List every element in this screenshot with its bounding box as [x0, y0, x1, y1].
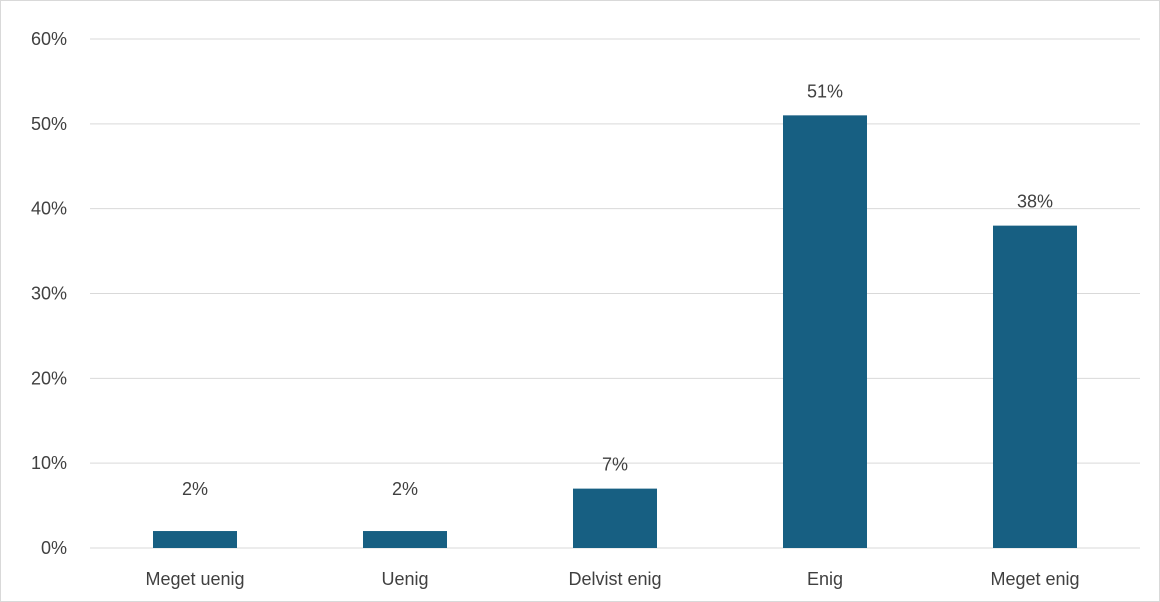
x-category-label: Meget uenig	[145, 569, 244, 589]
y-tick-label: 0%	[41, 538, 67, 558]
y-axis-tick-labels: 0% 10% 20% 30% 40% 50% 60%	[31, 29, 67, 558]
data-label: 2%	[392, 479, 418, 499]
y-tick-label: 50%	[31, 114, 67, 134]
x-axis-category-labels: Meget uenig Uenig Delvist enig Enig Meget en…	[145, 569, 1079, 589]
x-category-label: Enig	[807, 569, 843, 589]
y-tick-label: 20%	[31, 368, 67, 388]
data-label: 51%	[807, 81, 843, 101]
data-label: 2%	[182, 479, 208, 499]
data-labels: 2% 2% 7% 51% 38%	[182, 81, 1053, 499]
bar-enig	[783, 115, 867, 548]
bar-meget-uenig	[153, 531, 237, 548]
x-category-label: Delvist enig	[568, 569, 661, 589]
bar-meget-enig	[993, 225, 1077, 548]
y-tick-label: 40%	[31, 199, 67, 219]
y-tick-label: 30%	[31, 284, 67, 304]
data-label: 7%	[602, 455, 628, 475]
bar-uenig	[363, 531, 447, 548]
bars	[153, 115, 1077, 548]
y-tick-label: 10%	[31, 453, 67, 473]
gridlines	[90, 38, 1140, 549]
x-category-label: Meget enig	[990, 569, 1079, 589]
data-label: 38%	[1017, 192, 1053, 212]
bar-delvist-enig	[573, 488, 657, 548]
x-category-label: Uenig	[381, 569, 428, 589]
y-tick-label: 60%	[31, 29, 67, 49]
